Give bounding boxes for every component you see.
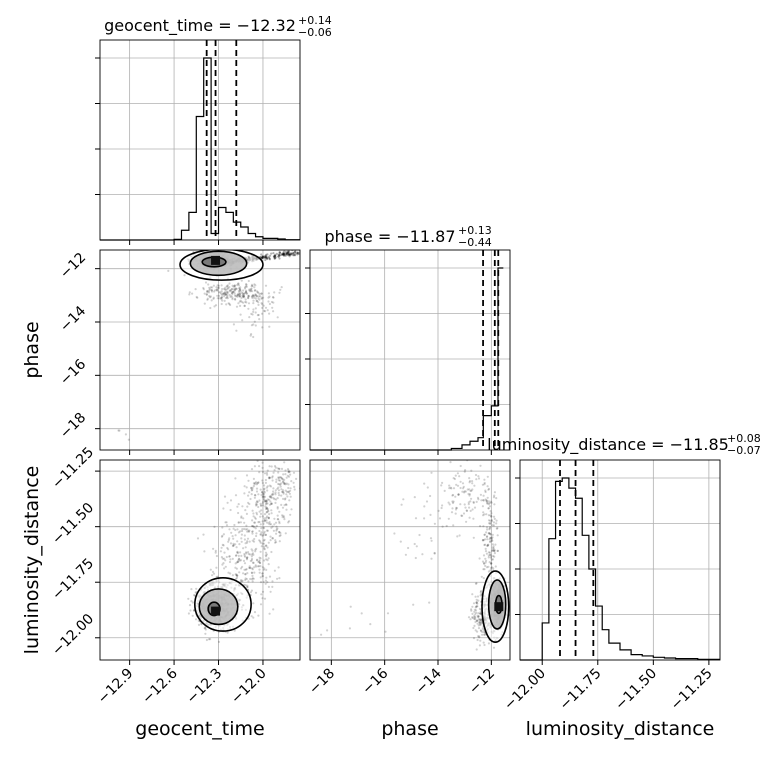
x-tick-label-luminosity-distance: −11.50 — [612, 666, 660, 714]
hist-phase-background — [310, 250, 510, 450]
hist-phase-frame — [309, 249, 511, 451]
y-tick-label-luminosity-distance: −11.25 — [49, 444, 97, 492]
scatter-phase-vs-luminosity-distance — [310, 460, 510, 660]
x-tick-label-geocent-time: −12.3 — [184, 666, 226, 708]
x-tick-label-geocent-time: −12.9 — [95, 666, 137, 708]
panels-layer: −12.9 −12.6 −12.3 −12.0 −18 −16 −14 −12 −12.00 −1… — [49, 39, 721, 714]
hist-luminosity-distance — [515, 460, 720, 661]
title-luminosity-distance: luminosity_distance = −11.85 +0.08 −0.07 — [487, 432, 760, 457]
x-axis-label-phase: phase — [381, 718, 438, 740]
title-phase-minus: −0.44 — [458, 236, 492, 249]
title-geocent-time-minus: −0.06 — [298, 26, 332, 39]
x-tick-label-geocent-time: −12.0 — [228, 666, 270, 708]
scatter-geocent-time-vs-phase — [100, 250, 300, 450]
x-tick-label-phase: −18 — [306, 666, 338, 698]
title-phase: phase = −11.87 +0.13 −0.44 — [324, 224, 491, 249]
scatter-geocent-time-vs-luminosity-distance-peak-marker — [211, 606, 221, 616]
scatter-geocent-time-vs-phase-frame — [99, 249, 301, 451]
title-luminosity-distance-minus: −0.07 — [727, 444, 760, 457]
hist-geocent-time-bars — [100, 57, 300, 241]
x-tick-label-phase: −12 — [466, 666, 498, 698]
title-luminosity-distance-plus: +0.08 — [727, 432, 760, 445]
scatter-geocent-time-vs-phase-peak-marker — [211, 255, 221, 265]
scatter-geocent-time-vs-phase-background — [100, 250, 300, 450]
x-tick-label-geocent-time: −12.6 — [139, 665, 181, 707]
x-tick-label-phase: −16 — [359, 665, 391, 697]
x-tick-label-luminosity-distance: −12.00 — [501, 666, 549, 714]
y-axis-label-phase: phase — [21, 321, 43, 378]
title-luminosity-distance-main: luminosity_distance = −11.85 — [487, 435, 729, 455]
x-tick-label-luminosity-distance: −11.75 — [557, 666, 605, 714]
scatter-geocent-time-vs-phase-contours — [179, 250, 264, 281]
title-geocent-time-main: geocent_time = −12.32 — [104, 16, 296, 36]
hist-luminosity-distance-bars — [520, 477, 720, 661]
y-tick-label-luminosity-distance: −11.50 — [49, 500, 97, 548]
title-geocent-time: geocent_time = −12.32 +0.14 −0.06 — [104, 14, 332, 39]
scatter-geocent-time-vs-luminosity-distance — [100, 460, 300, 660]
y-axis-label-luminosity-distance: luminosity_distance — [21, 466, 43, 655]
svg-text:luminosity_distance = −11.85: luminosity_distance = −11.85 — [487, 435, 729, 455]
svg-text:phase = −11.87: phase = −11.87 — [324, 227, 455, 246]
y-tick-label-phase: −18 — [57, 410, 89, 442]
hist-geocent-time-frame — [99, 39, 301, 241]
scatter-phase-vs-luminosity-distance-peak-marker — [494, 602, 504, 612]
x-tick-label-phase: −14 — [413, 665, 445, 697]
scatter-geocent-time-vs-luminosity-distance-frame — [99, 459, 301, 661]
title-phase-main: phase = −11.87 — [324, 227, 455, 246]
hist-geocent-time — [95, 40, 300, 241]
scatter-phase-vs-luminosity-distance-frame — [309, 459, 511, 661]
hist-luminosity-distance-background — [520, 460, 720, 660]
svg-text:geocent_time = −12.32: geocent_time = −12.32 — [104, 16, 296, 36]
y-tick-label-phase: −14 — [57, 303, 89, 335]
title-geocent-time-plus: +0.14 — [298, 14, 332, 27]
x-axis-label-geocent-time: geocent_time — [135, 718, 264, 740]
hist-phase — [305, 250, 510, 451]
y-tick-label-phase: −12 — [57, 250, 89, 282]
scatter-phase-vs-luminosity-distance-background — [310, 460, 510, 660]
x-axis-label-luminosity-distance: luminosity_distance — [526, 718, 715, 740]
y-tick-label-luminosity-distance: −11.75 — [49, 555, 97, 603]
scatter-geocent-time-vs-luminosity-distance-contours — [194, 576, 252, 632]
scatter-phase-vs-luminosity-distance-contours — [481, 570, 510, 644]
y-tick-label-luminosity-distance: −12.00 — [49, 611, 97, 659]
title-phase-plus: +0.13 — [458, 224, 492, 237]
x-tick-label-luminosity-distance: −11.25 — [668, 666, 716, 714]
y-tick-label-phase: −16 — [57, 356, 89, 388]
scatter-geocent-time-vs-luminosity-distance-background — [100, 460, 300, 660]
hist-geocent-time-background — [100, 40, 300, 240]
hist-luminosity-distance-frame — [519, 459, 721, 661]
